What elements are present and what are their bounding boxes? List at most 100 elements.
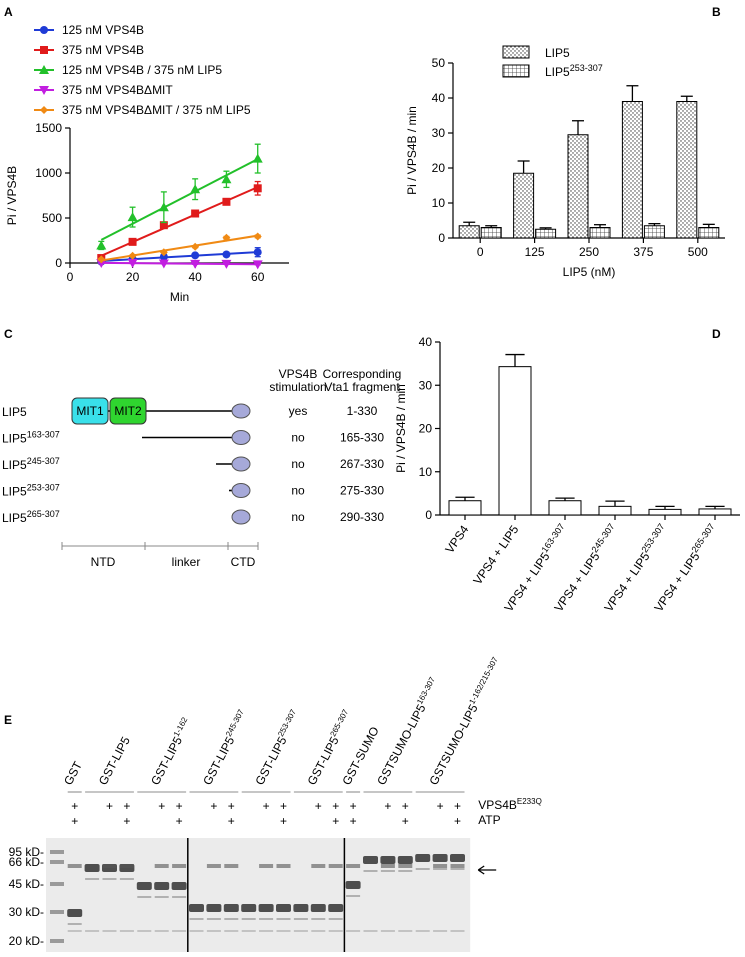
fragment: 275-330	[340, 484, 384, 498]
lane-label-superscript: 245-307	[224, 707, 246, 738]
lane-label: GSTSUMO-LIP51-162/215-307	[426, 655, 506, 787]
region-label: NTD	[91, 555, 116, 569]
panel-label: E	[4, 713, 12, 727]
treatment-mark: +	[123, 799, 130, 813]
gel-band	[433, 864, 448, 868]
gel-band	[84, 864, 100, 872]
marker	[222, 250, 231, 259]
gel-band	[259, 930, 274, 932]
x-tick-label-text: VPS4 + LIP5	[470, 522, 521, 587]
lane-label-superscript: 1-162	[172, 715, 190, 738]
y-tick-label: 30	[419, 378, 433, 392]
marker	[253, 232, 262, 241]
construct-label-superscript: 163-307	[27, 430, 60, 440]
gel-band	[398, 864, 413, 868]
gel-band	[450, 854, 465, 862]
marker	[253, 184, 262, 193]
column-header: stimulation	[269, 380, 326, 394]
gel-band	[397, 856, 413, 864]
x-tick-label: VPS4 + LIP5	[470, 522, 521, 587]
y-tick-label: 0	[438, 231, 445, 245]
panel-label: A	[4, 5, 13, 19]
fragment: 267-330	[340, 457, 384, 471]
marker	[222, 233, 231, 242]
size-marker-label: 66 kD-	[9, 855, 44, 869]
treatment-mark: +	[402, 814, 409, 828]
gel-band	[50, 860, 64, 864]
construct-label: LIP5245-307	[2, 456, 60, 472]
size-marker-label: 95 kD-	[9, 845, 44, 859]
gel-band	[241, 918, 256, 920]
gel-band	[119, 864, 134, 868]
marker	[96, 240, 107, 250]
gel-band	[259, 864, 274, 868]
gel-background	[46, 838, 471, 952]
gel-band	[380, 864, 395, 868]
bar	[535, 228, 557, 239]
treatment-label: ATP	[478, 813, 500, 827]
fit-line	[100, 186, 259, 257]
gel-band	[189, 930, 204, 932]
marker	[40, 46, 48, 54]
gel-band	[137, 930, 152, 932]
treatment-mark: +	[315, 799, 322, 813]
construct-label: LIP5163-307	[2, 430, 60, 446]
fit-line	[101, 261, 258, 266]
bar	[676, 101, 698, 239]
bar	[648, 508, 682, 516]
gel-band	[50, 882, 64, 886]
treatment-mark: +	[176, 814, 183, 828]
lane-label-text: GST-LIP5	[96, 734, 133, 787]
gel-band	[241, 904, 257, 912]
marker	[190, 184, 201, 194]
gel-band	[311, 864, 326, 868]
treatment-mark: +	[454, 814, 461, 828]
lane-label-superscript: 253-307	[276, 707, 298, 738]
marker	[158, 259, 169, 269]
y-tick-label: 40	[419, 335, 433, 349]
marker	[221, 259, 232, 269]
lane-label-text: GST-LIP5	[200, 734, 237, 787]
size-marker-label: 30 kD-	[9, 905, 44, 919]
x-tick-label: 500	[688, 245, 708, 259]
gel-band	[241, 930, 256, 932]
size-marker-label: 20 kD-	[9, 934, 44, 948]
gel-band	[328, 930, 343, 932]
lane-label: GST	[61, 758, 85, 787]
y-tick-label: 20	[419, 422, 433, 436]
y-tick-label: 10	[419, 465, 433, 479]
lane-label-superscript: 1-162/215-307	[467, 655, 500, 706]
gel-band	[189, 904, 204, 912]
marker	[96, 259, 107, 268]
gel-band	[67, 923, 82, 925]
gel-band	[293, 918, 308, 920]
legend-label-text: LIP5	[545, 46, 570, 60]
gel-band	[102, 864, 117, 868]
legend-label: 375 nM VPS4B	[62, 43, 144, 57]
marker	[159, 252, 168, 261]
x-tick-label-superscript: 163-307	[539, 522, 566, 555]
x-axis-label: Min	[170, 290, 189, 304]
gel-band	[224, 918, 239, 920]
gel-band	[67, 864, 82, 868]
lane-label-text: GST-LIP5	[305, 734, 342, 787]
stimulation: no	[291, 510, 305, 524]
treatment-label-text: ATP	[478, 813, 500, 827]
gel-band	[433, 868, 448, 870]
bar	[643, 225, 665, 239]
mit-domain	[71, 397, 109, 425]
gel-band	[206, 918, 221, 920]
gel-band	[293, 930, 308, 932]
ctd-domain	[231, 483, 251, 498]
gel-band	[172, 896, 187, 898]
ctd-domain	[231, 430, 251, 445]
x-tick-label-superscript: 265-307	[689, 522, 716, 555]
marker	[252, 153, 263, 163]
gel-band	[311, 930, 326, 932]
treatment-mark: +	[332, 799, 339, 813]
x-tick-label-superscript: 245-307	[589, 522, 616, 555]
gel-band	[154, 882, 170, 890]
gel-band	[171, 882, 187, 890]
gel-band	[224, 930, 239, 932]
gel-band	[415, 854, 431, 862]
